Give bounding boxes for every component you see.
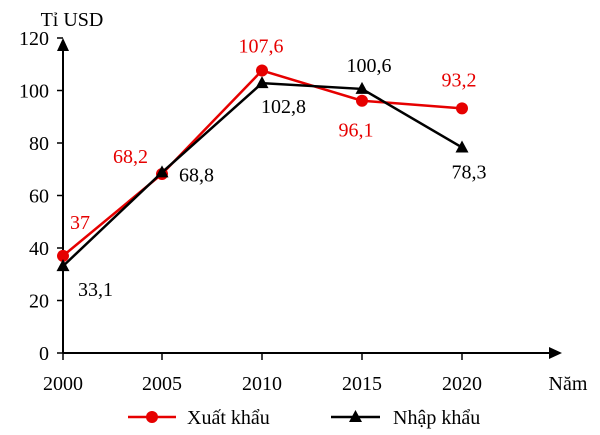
series-layer: [56, 64, 469, 272]
data-label: 100,6: [347, 55, 392, 77]
data-point: [355, 81, 369, 94]
y-tick-label: 60: [29, 186, 49, 208]
data-label: 68,8: [179, 164, 214, 186]
data-labels: 37 68,2 107,6 96,1 93,2 33,1 68,8 102,8 100,6 78,…: [70, 36, 487, 302]
y-tick-label: 100: [19, 81, 49, 103]
legend-label: Xuất khẩu: [187, 407, 270, 429]
x-tick-label: 2015: [342, 373, 382, 395]
data-label: 37: [70, 212, 90, 234]
legend-marker: [349, 410, 362, 422]
data-label: 33,1: [78, 279, 113, 301]
legend-marker: [146, 411, 158, 423]
data-label: 96,1: [339, 120, 374, 142]
y-tick-label: 0: [39, 343, 49, 365]
data-label: 102,8: [261, 96, 306, 118]
series-nhap-khau: [56, 76, 469, 272]
data-point: [455, 140, 469, 153]
legend-label: Nhập khẩu: [393, 407, 480, 429]
data-label: 68,2: [113, 146, 148, 168]
legend-item: Xuất khẩu: [128, 407, 270, 429]
y-tick-label: 40: [29, 238, 49, 260]
x-tick-label: 2010: [242, 373, 282, 395]
data-label: 107,6: [239, 36, 284, 58]
x-axis-arrow: [549, 347, 562, 359]
data-point: [356, 94, 368, 107]
data-point: [155, 165, 169, 178]
data-label: 93,2: [442, 69, 477, 91]
data-label: 78,3: [452, 161, 487, 183]
x-axis-title: Năm: [549, 373, 588, 395]
data-point: [57, 249, 69, 262]
y-tick-label: 20: [29, 291, 49, 313]
data-point: [256, 64, 268, 77]
legend: Xuất khẩu Nhập khẩu: [128, 407, 480, 429]
legend-item: Nhập khẩu: [331, 407, 480, 429]
y-axis-arrow: [57, 38, 69, 51]
y-axis-title: Tỉ USD: [41, 9, 104, 31]
x-tick-label: 2005: [142, 373, 182, 395]
x-tick-label: 2020: [442, 373, 482, 395]
axes: 0 20 40 60 80 100 120 2000 2005 2010 2015 2020 Tỉ US…: [19, 9, 588, 395]
data-point: [255, 76, 269, 89]
y-tick-label: 80: [29, 133, 49, 155]
data-point: [456, 102, 468, 115]
x-tick-label: 2000: [43, 373, 83, 395]
y-tick-label: 120: [19, 28, 49, 50]
data-point: [56, 259, 70, 272]
